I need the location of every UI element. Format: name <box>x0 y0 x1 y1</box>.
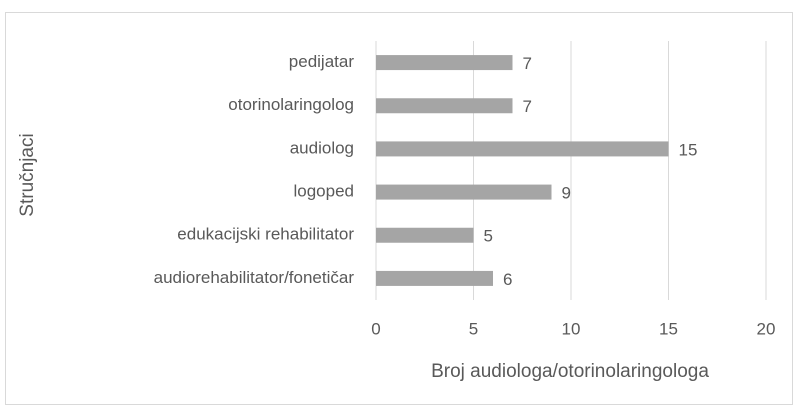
y-tick-label: audiolog <box>290 138 354 157</box>
y-tick-label: logoped <box>293 182 354 201</box>
bar <box>376 184 552 200</box>
data-label: 9 <box>562 184 571 203</box>
chart-frame <box>5 12 793 405</box>
data-label: 5 <box>484 227 493 246</box>
y-axis-label: Stručnjaci <box>17 133 38 216</box>
x-tick-label: 15 <box>659 319 678 338</box>
bar <box>376 270 493 286</box>
y-tick-label: otorinolaringolog <box>228 95 354 114</box>
x-axis-label: Broj audiologa/otorinolaringologa <box>431 361 709 382</box>
y-tick-label: pedijatar <box>289 52 355 71</box>
bar <box>376 141 669 157</box>
x-tick-label: 10 <box>562 319 581 338</box>
data-label: 6 <box>503 270 512 289</box>
x-tick-label: 5 <box>469 319 478 338</box>
y-tick-label: edukacijski rehabilitator <box>177 225 354 244</box>
bar <box>376 98 513 114</box>
data-label: 15 <box>679 140 698 159</box>
x-tick-label: 0 <box>371 319 380 338</box>
data-label: 7 <box>523 97 532 116</box>
y-tick-label: audiorehabilitator/fonetičar <box>154 268 355 287</box>
data-label: 7 <box>523 54 532 73</box>
x-tick-label: 20 <box>757 319 776 338</box>
bar <box>376 227 474 243</box>
bar <box>376 55 513 71</box>
